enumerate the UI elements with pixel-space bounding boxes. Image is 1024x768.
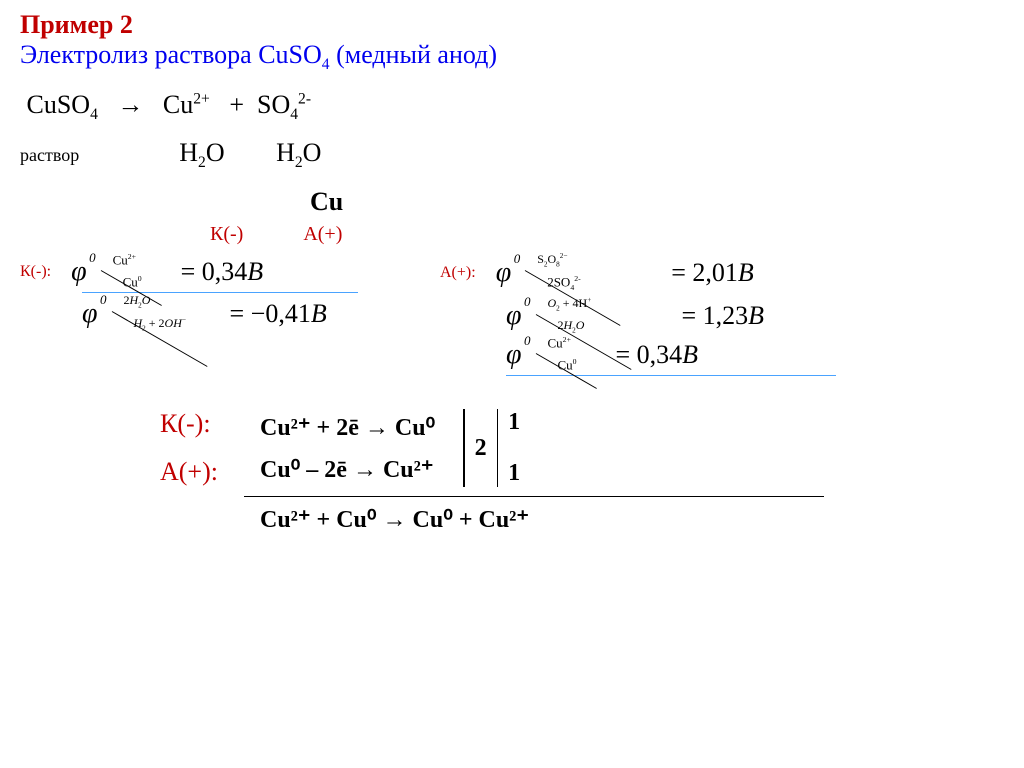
- cathode-marker: К(-):: [20, 263, 51, 281]
- anode-half-reaction: Cu⁰ – 2ē → Cu²⁺: [260, 448, 435, 490]
- example-subtitle: Электролиз раствора CuSO4 (медный анод) …: [20, 40, 1004, 74]
- solvent-line: раствор H2O H2O: [20, 138, 1004, 172]
- electron-balance: 2 1 1: [453, 409, 520, 487]
- anode-marker: А(+):: [440, 264, 476, 282]
- dissociation-equation: CuSO4 → Cu2+ + SO42-: [20, 90, 1004, 124]
- anode-potentials: А(+): φ0 S2O82− 2SO42- = 2,01В φ0 O2 + 4…: [440, 252, 1000, 377]
- a-label: А(+):: [160, 457, 260, 487]
- electrode-small-labels: К(-) А(+): [210, 223, 1004, 246]
- k-label: К(-):: [160, 409, 260, 439]
- phi-cu: φ0: [71, 256, 87, 288]
- cathode-half-reaction: Cu²⁺ + 2ē → Cu⁰: [260, 406, 435, 448]
- example-title: Пример 2: [20, 10, 1004, 40]
- phi-h2o: φ0: [82, 298, 98, 330]
- sum-rule: [244, 496, 824, 497]
- cu-label: Cu: [310, 187, 1004, 217]
- overall-equation: Cu²⁺ + Cu⁰ → Cu⁰ + Cu²⁺: [260, 505, 1004, 534]
- half-reactions: К(-): А(+): Cu²⁺ + 2ē → Cu⁰ Cu⁰ – 2ē → C…: [160, 406, 1004, 490]
- potentials-block: К(-): φ0 Cu2+ Cu0 = 0,34В φ0 2H2O H2 + 2…: [20, 252, 1004, 377]
- cathode-potentials: К(-): φ0 Cu2+ Cu0 = 0,34В φ0 2H2O H2 + 2…: [20, 252, 440, 377]
